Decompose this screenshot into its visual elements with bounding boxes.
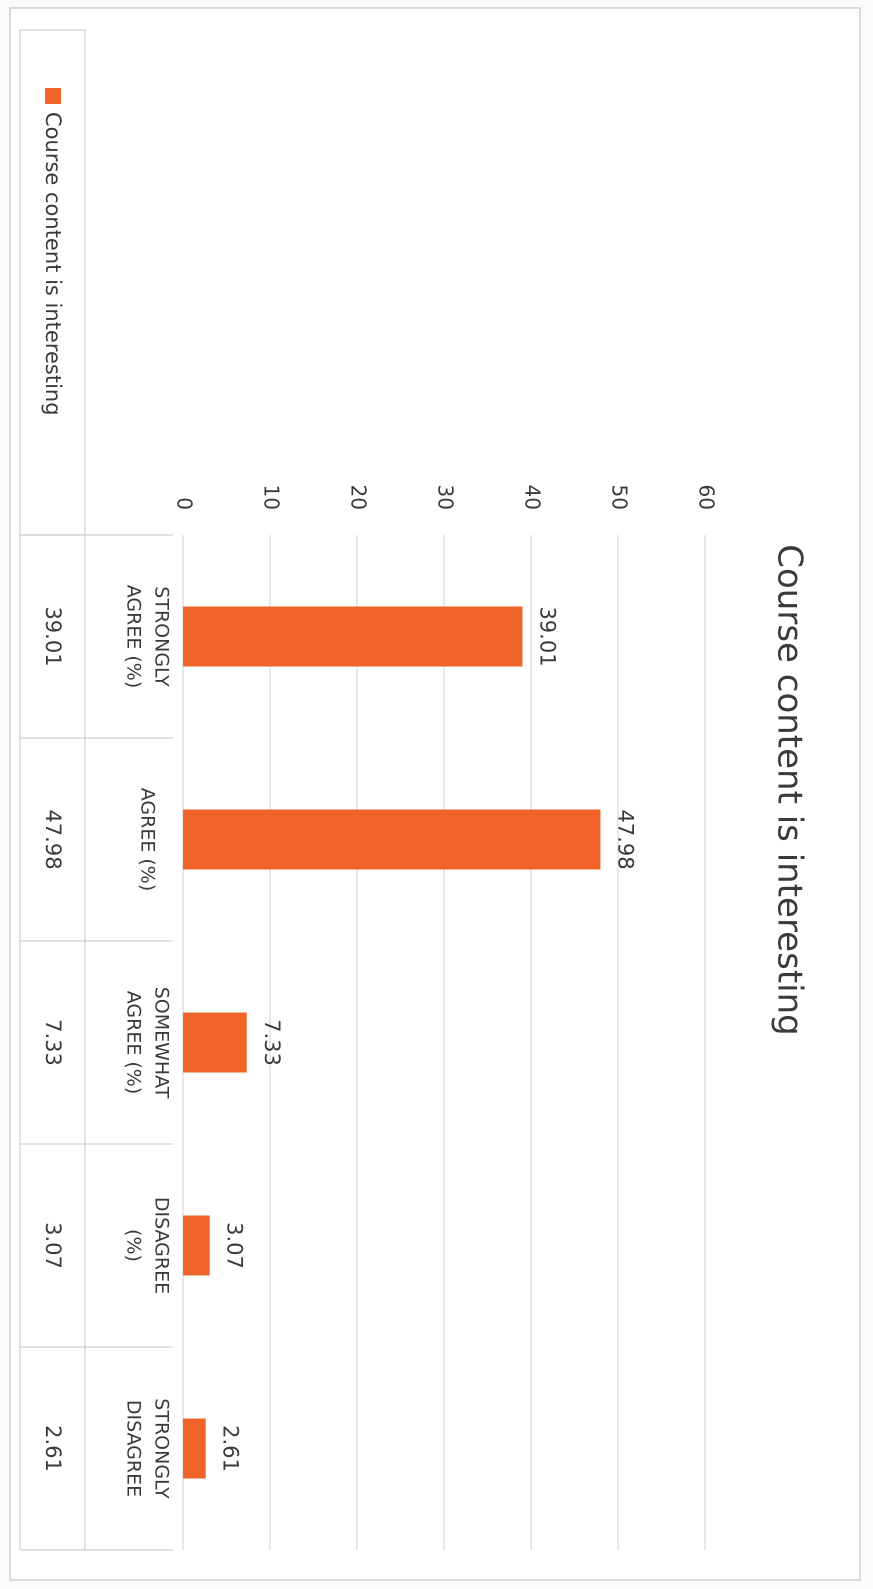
x-tick-label: DISAGREE — [151, 1197, 173, 1294]
data-label: 7.33 — [260, 1019, 284, 1066]
x-tick-label: STRONGLY — [151, 1398, 173, 1499]
x-tick-label: SOMEWHAT — [151, 987, 173, 1099]
chart-title: Course content is interesting — [770, 544, 810, 1035]
chart-border — [9, 7, 861, 1581]
x-tick-label: AGREE (%) — [137, 788, 159, 892]
y-tick-label: 60 — [695, 485, 719, 510]
table-value: 47.98 — [41, 809, 65, 869]
data-label: 39.01 — [535, 606, 559, 666]
x-tick-label: DISAGREE — [123, 1400, 145, 1497]
x-tick-label: AGREE (%) — [123, 585, 145, 689]
y-tick-label: 50 — [608, 485, 632, 510]
legend-swatch — [45, 88, 61, 104]
bar — [182, 1418, 206, 1479]
bar — [182, 1012, 247, 1073]
data-label: 47.98 — [613, 809, 637, 869]
legend-label: Course content is interesting — [41, 112, 65, 416]
table-value: 7.33 — [41, 1019, 65, 1066]
bar — [182, 1215, 210, 1276]
y-tick-label: 20 — [347, 485, 371, 510]
table-value: 39.01 — [41, 606, 65, 666]
rotated-chart: Course content is interesting 0 10 20 30 40 5… — [9, 7, 861, 1581]
table-value: 2.61 — [41, 1425, 65, 1472]
bar — [183, 809, 601, 870]
table-value: 3.07 — [41, 1222, 65, 1269]
bar — [183, 606, 523, 667]
y-tick-label: 40 — [521, 485, 545, 510]
data-label: 3.07 — [223, 1222, 247, 1269]
x-tick-label: AGREE (%) — [123, 991, 145, 1095]
x-tick-label: STRONGLY — [151, 586, 173, 687]
y-tick-label: 10 — [260, 485, 284, 510]
y-tick-label: 0 — [173, 497, 197, 510]
data-label: 2.61 — [219, 1425, 243, 1472]
x-tick-label: (%) — [123, 1229, 145, 1262]
y-tick-label: 30 — [434, 485, 458, 510]
